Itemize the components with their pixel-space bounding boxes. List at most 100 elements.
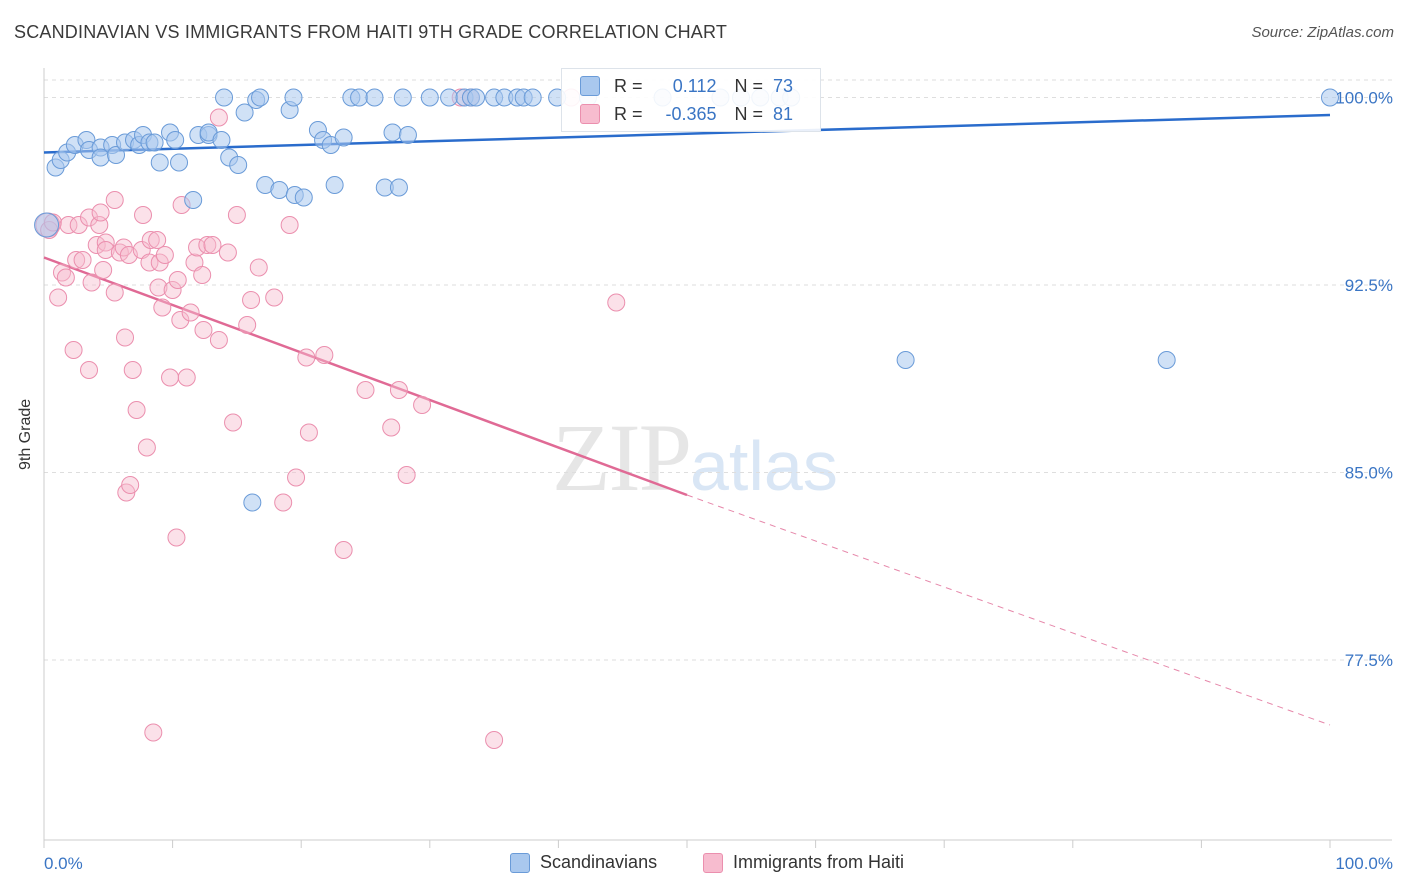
scandinavian-point <box>896 351 915 369</box>
haiti-point <box>177 368 196 387</box>
haiti-point <box>249 258 268 277</box>
haiti-point <box>287 468 306 487</box>
trend-lines <box>43 113 1331 726</box>
haiti-point <box>193 266 212 284</box>
haiti-trend-line-extension <box>686 494 1331 726</box>
haiti-point <box>227 206 246 224</box>
haiti-point <box>224 413 243 432</box>
scandinavians-swatch <box>580 76 600 96</box>
haiti-point <box>80 208 99 227</box>
scandinavian-point <box>270 181 289 199</box>
haiti-point <box>242 291 261 309</box>
haiti-point <box>356 381 375 399</box>
scandinavian-point <box>229 156 248 174</box>
haiti-point <box>218 243 237 262</box>
axes <box>43 68 1392 848</box>
haiti-point <box>274 493 293 512</box>
haiti-point <box>397 466 416 484</box>
haiti-point <box>137 438 156 457</box>
y-tick-label: 85.0% <box>1345 464 1393 483</box>
haiti-point <box>49 288 68 307</box>
scandinavian-point <box>294 188 313 207</box>
data-points <box>34 88 1339 749</box>
scandinavian-point <box>325 176 344 194</box>
legend-label: Scandinavians <box>540 852 658 872</box>
haiti-trend-line <box>43 256 688 497</box>
haiti-point <box>141 231 160 249</box>
tick-labels: 100.0% 92.5% 85.0% 77.5% 0.0% 100.0% <box>44 89 1393 874</box>
scandinavian-point <box>383 123 402 142</box>
haiti-point <box>149 278 168 297</box>
scandinavian-point <box>170 153 189 172</box>
haiti-point <box>144 723 163 742</box>
legend-item-haiti[interactable]: Immigrants from Haiti <box>703 852 904 873</box>
scandinavian-point <box>1157 351 1176 369</box>
y-tick-label: 92.5% <box>1345 276 1393 295</box>
scandinavian-point <box>420 88 439 107</box>
haiti-point <box>299 423 318 442</box>
haiti-point <box>105 283 124 302</box>
haiti-point <box>73 251 92 269</box>
haiti-point <box>413 396 432 414</box>
scandinavian-point <box>1321 88 1339 107</box>
haiti-point <box>80 361 99 379</box>
bottom-legend: Scandinavians Immigrants from Haiti <box>0 852 1406 876</box>
scandinavian-point <box>350 88 369 107</box>
stats-row-haiti: R = -0.365 N = 81 <box>580 101 793 127</box>
scandinavian-point <box>243 493 262 512</box>
haiti-point <box>123 361 142 379</box>
x-tick-label-max: 100.0% <box>1335 854 1393 873</box>
r-value: 0.112 <box>667 75 717 96</box>
y-axis-label: 9th Grade <box>17 398 34 470</box>
haiti-point <box>607 293 626 312</box>
chart-title: SCANDINAVIAN VS IMMIGRANTS FROM HAITI 9T… <box>14 22 728 42</box>
haiti-point <box>82 273 101 292</box>
scandinavian-point <box>334 128 353 147</box>
haiti-point <box>188 238 207 257</box>
haiti-point <box>127 401 146 419</box>
haiti-point <box>265 288 284 307</box>
scandinavian-point <box>145 133 164 152</box>
n-label: N = <box>734 103 764 124</box>
haiti-point <box>105 191 124 209</box>
haiti-point <box>238 316 257 334</box>
haiti-point <box>198 236 217 254</box>
legend-label: Immigrants from Haiti <box>733 852 905 872</box>
haiti-point <box>91 203 110 222</box>
stats-legend-box: R = 0.112 N = 73 R = -0.365 N = 81 <box>561 68 821 132</box>
scandinavian-point <box>251 88 270 107</box>
haiti-point <box>96 241 115 259</box>
haiti-point <box>334 541 353 559</box>
stats-row-scandinavians: R = 0.112 N = 73 <box>580 73 793 99</box>
haiti-point <box>181 303 200 322</box>
haiti-point <box>140 253 159 272</box>
scandinavian-point <box>393 88 412 107</box>
scandinavian-point <box>389 178 408 197</box>
haiti-point <box>297 348 316 367</box>
n-label: N = <box>734 75 764 96</box>
scandinavians-trend-line <box>43 113 1331 154</box>
r-label: R = <box>614 103 643 124</box>
haiti-point <box>116 328 135 347</box>
source-label: Source: ZipAtlas.com <box>1251 24 1394 41</box>
haiti-point <box>194 321 213 339</box>
haiti-point <box>134 206 153 224</box>
scandinavian-point <box>34 212 60 238</box>
scandinavian-point <box>398 126 417 144</box>
haiti-point <box>96 233 115 252</box>
scandinavian-point <box>215 88 234 107</box>
haiti-point <box>209 108 228 127</box>
haiti-point <box>67 251 86 269</box>
y-tick-label: 100.0% <box>1335 89 1393 108</box>
haiti-point <box>168 271 187 289</box>
haiti-point <box>203 236 222 254</box>
haiti-point <box>315 346 334 364</box>
haiti-point <box>59 216 78 234</box>
scandinavian-point <box>523 88 542 107</box>
legend-item-scandinavians[interactable]: Scandinavians <box>510 852 657 873</box>
scandinavian-point <box>467 88 486 107</box>
haiti-point <box>280 216 299 234</box>
haiti-swatch <box>580 104 600 124</box>
scandinavian-point <box>166 131 185 149</box>
